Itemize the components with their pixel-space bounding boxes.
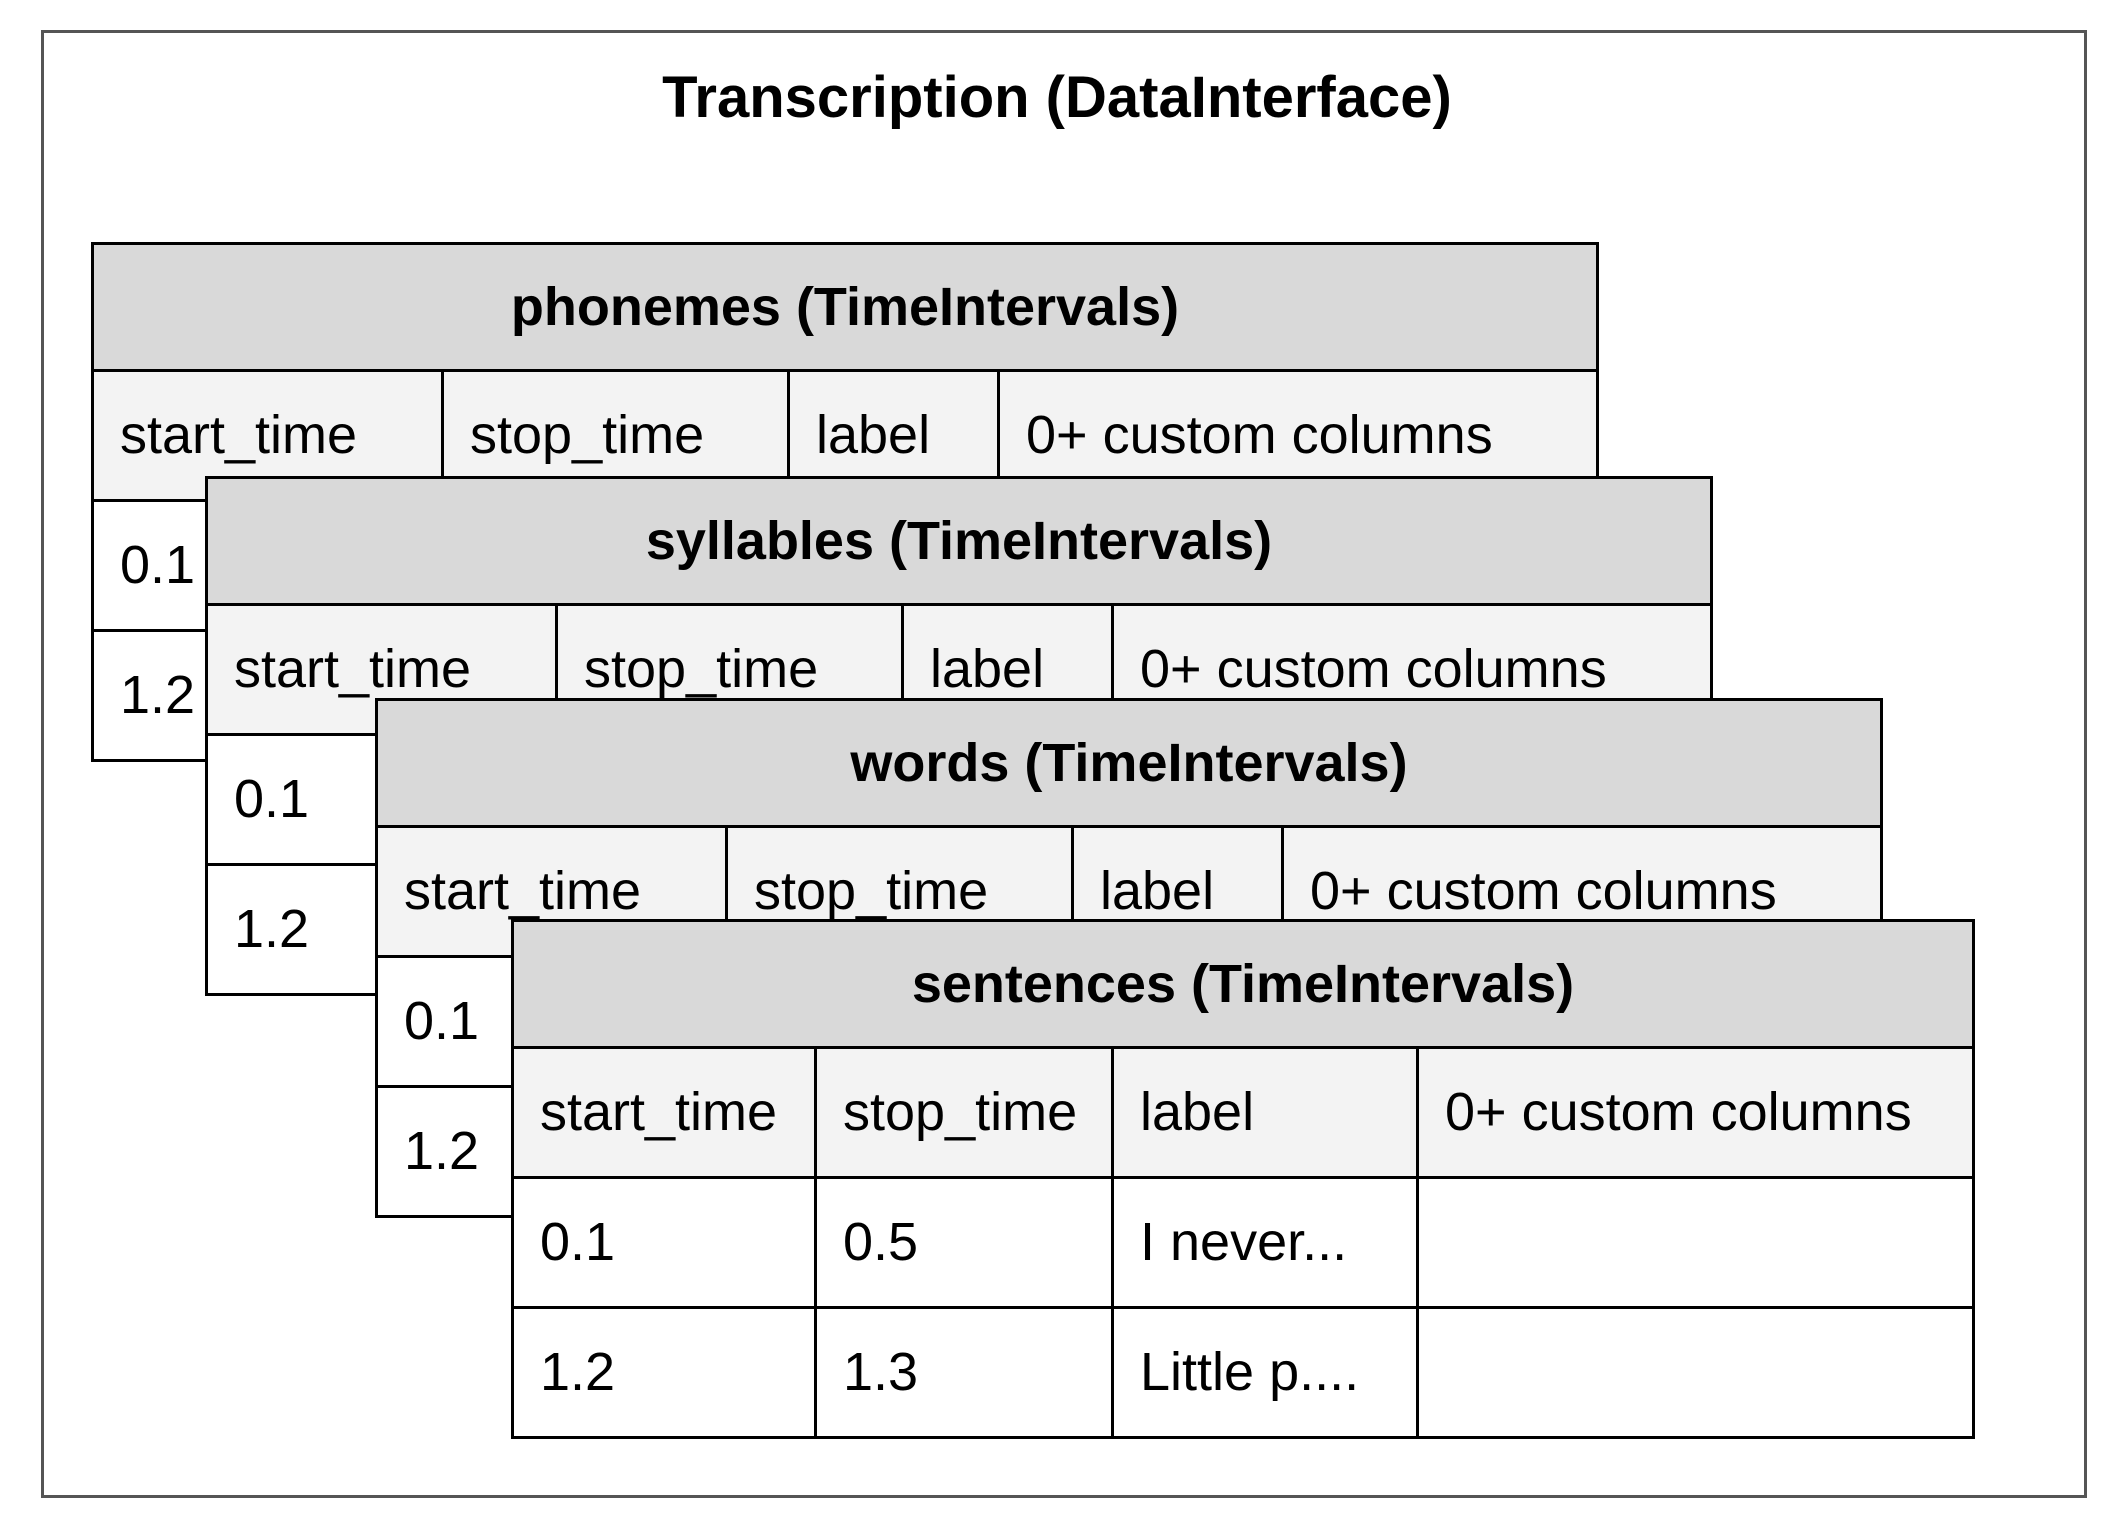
table-cell: 1.3 <box>814 1309 1111 1439</box>
column-header: start_time <box>540 1082 778 1142</box>
column-header: start_time <box>404 861 642 921</box>
column-header: label <box>1111 1049 1416 1176</box>
column-header: stop_time <box>814 1049 1111 1176</box>
table-cell: 0.1 <box>404 991 480 1051</box>
column-header-row: start_time stop_time label 0+ custom col… <box>514 1049 1972 1179</box>
table-row: 0.1 0.5 I never... <box>514 1179 1972 1309</box>
column-header: 0+ custom columns <box>1416 1049 1972 1176</box>
table-cell: 1.2 <box>540 1342 616 1402</box>
column-header: label <box>901 606 1111 733</box>
table-title: syllables (TimeIntervals) <box>208 479 1710 606</box>
column-header: 0+ custom columns <box>1111 606 1710 733</box>
table-cell <box>1416 1309 1972 1439</box>
sentences-table: sentences (TimeIntervals) start_time sto… <box>511 919 1975 1439</box>
column-header: start_time <box>234 639 472 699</box>
table-row: 1.2 1.3 Little p.... <box>514 1309 1972 1439</box>
column-header-row: start_time stop_time label 0+ custom col… <box>94 372 1596 502</box>
column-header: stop_time <box>441 372 787 499</box>
column-header: 0+ custom columns <box>1281 828 1880 955</box>
diagram-title: Transcription (DataInterface) <box>662 65 1452 130</box>
column-header: stop_time <box>725 828 1071 955</box>
table-title: words (TimeIntervals) <box>378 701 1880 828</box>
table-cell: 0.1 <box>234 769 310 829</box>
column-header: stop_time <box>555 606 901 733</box>
table-cell: I never... <box>1111 1179 1416 1306</box>
column-header: start_time <box>120 405 358 465</box>
table-cell <box>1416 1179 1972 1306</box>
table-cell: 0.1 <box>540 1212 616 1272</box>
column-header: label <box>787 372 997 499</box>
table-cell: 0.5 <box>814 1179 1111 1306</box>
table-title: phonemes (TimeIntervals) <box>94 245 1596 372</box>
table-title: sentences (TimeIntervals) <box>514 922 1972 1049</box>
table-cell: 1.2 <box>404 1121 480 1181</box>
table-cell: 0.1 <box>120 535 196 595</box>
table-cell: Little p.... <box>1111 1309 1416 1439</box>
column-header: label <box>1071 828 1281 955</box>
table-cell: 1.2 <box>234 899 310 959</box>
column-header: 0+ custom columns <box>997 372 1596 499</box>
table-cell: 1.2 <box>120 665 196 725</box>
